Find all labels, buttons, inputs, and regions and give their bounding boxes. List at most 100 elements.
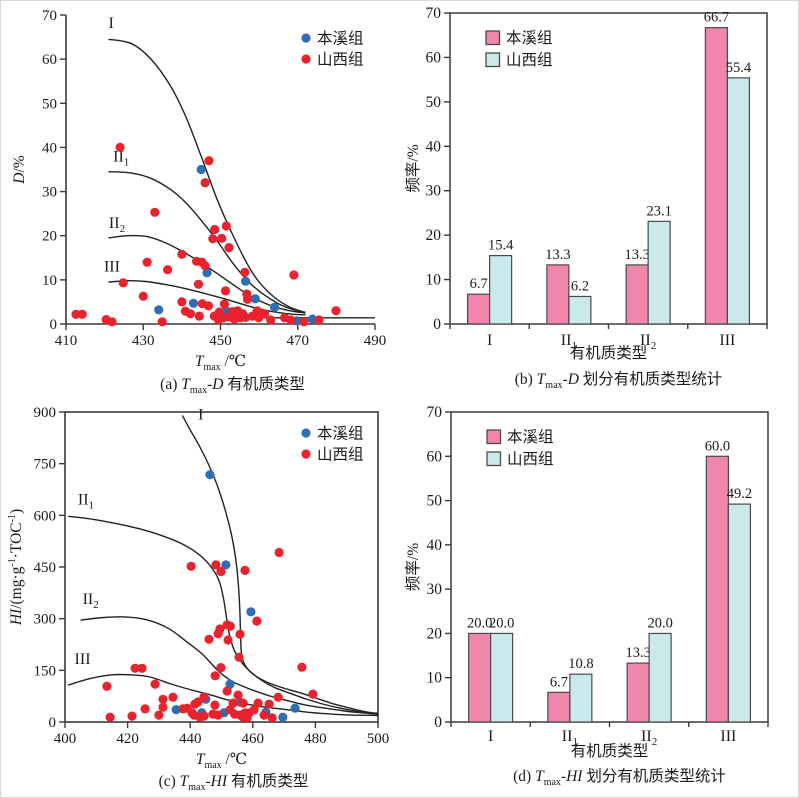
bar-山西组-II2 bbox=[647, 220, 671, 325]
bar-value-label: 10.8 bbox=[568, 656, 593, 672]
y-axis-label: 频率/% bbox=[404, 144, 422, 192]
scatter-point bbox=[157, 317, 167, 327]
scatter-point bbox=[140, 704, 150, 714]
legend-dot-icon bbox=[301, 33, 311, 43]
x-tick-label: 460 bbox=[242, 731, 265, 747]
bar-山西组-II2 bbox=[648, 632, 672, 723]
scatter-point bbox=[202, 268, 212, 278]
scatter-point bbox=[188, 298, 199, 308]
y-tick-label: 70 bbox=[426, 5, 442, 22]
curve-label-II1: II1 bbox=[78, 491, 94, 511]
curve-label-I: I bbox=[109, 15, 114, 32]
scatter-point bbox=[130, 663, 140, 673]
scatter-point bbox=[259, 309, 270, 319]
scatter-point bbox=[274, 547, 284, 558]
scatter-point bbox=[204, 634, 214, 644]
y-tick-label: 30 bbox=[427, 581, 443, 598]
bar-value-label: 6.7 bbox=[470, 276, 488, 292]
scatter-point bbox=[158, 702, 168, 712]
bar-value-label: 49.2 bbox=[727, 486, 752, 502]
scatter-point bbox=[216, 566, 226, 577]
bar-本溪组-II2 bbox=[626, 662, 650, 723]
category-label: I bbox=[488, 728, 493, 745]
y-tick-label: 0 bbox=[49, 715, 57, 731]
y-tick-label: 20 bbox=[426, 227, 442, 244]
curve-II1 bbox=[108, 171, 306, 314]
x-axis-label: 有机质类型 bbox=[570, 344, 648, 362]
scatter-point bbox=[154, 305, 164, 315]
scatter-point bbox=[199, 692, 209, 702]
x-tick-label: 490 bbox=[364, 333, 387, 349]
scatter-point bbox=[297, 662, 307, 672]
scatter-point bbox=[236, 313, 246, 323]
x-tick-label: 470 bbox=[287, 333, 310, 349]
y-tick-label: 50 bbox=[426, 94, 442, 111]
scatter-point bbox=[205, 470, 215, 480]
scatter-point bbox=[238, 698, 248, 708]
scatter-point bbox=[299, 317, 309, 327]
bar-value-label: 66.7 bbox=[704, 10, 729, 26]
scatter-point bbox=[115, 142, 125, 152]
scatter-point bbox=[223, 635, 233, 645]
legend-swatch-icon bbox=[485, 30, 501, 46]
scatter-point bbox=[210, 671, 220, 681]
scatter-point bbox=[118, 278, 128, 288]
bar-value-label: 13.3 bbox=[545, 247, 570, 263]
scatter-point bbox=[219, 299, 229, 309]
y-tick-label: 0 bbox=[50, 317, 58, 333]
x-tick-label: 450 bbox=[209, 333, 232, 349]
bar-本溪组-II1 bbox=[546, 264, 570, 325]
scatter-point bbox=[77, 309, 87, 319]
legend-dot-icon bbox=[301, 54, 311, 64]
x-tick-label: 400 bbox=[54, 731, 77, 747]
bar-value-label: 60.0 bbox=[705, 438, 730, 454]
curve-label-II2: II2 bbox=[109, 215, 125, 235]
panel-a-tmax-d-scatter: 0 10 20 30 40 50 60 70 410 430 450 470 490 D/% Tmax /℃… bbox=[0, 0, 400, 400]
scatter-point bbox=[211, 560, 221, 570]
scatter-point bbox=[308, 689, 318, 699]
scatter-point bbox=[200, 261, 210, 271]
scatter-point bbox=[242, 713, 252, 723]
x-tick-label: 420 bbox=[116, 731, 139, 747]
legend-label: 本溪组 bbox=[317, 425, 364, 443]
y-tick-label: 30 bbox=[426, 183, 442, 200]
scatter-point bbox=[331, 306, 341, 316]
bar-value-label: 13.3 bbox=[625, 645, 650, 661]
scatter-point bbox=[210, 224, 220, 235]
legend-swatch-icon bbox=[485, 52, 501, 68]
y-axis-label: D/% bbox=[11, 155, 28, 185]
y-tick-label: 10 bbox=[427, 670, 443, 687]
bar-value-label: 6.2 bbox=[571, 278, 589, 294]
legend-dot-icon bbox=[301, 449, 311, 459]
y-tick-label: 0 bbox=[434, 714, 442, 731]
panel-caption: (a) Tmax-D 有机质类型 bbox=[160, 375, 305, 396]
curve-label-II2: II2 bbox=[83, 591, 99, 611]
y-tick-label: 50 bbox=[42, 96, 57, 112]
bar-本溪组-II2 bbox=[625, 264, 649, 325]
legend-label: 山西组 bbox=[317, 446, 364, 464]
chart-svg-b: 0 10 20 30 40 50 60 70 I II1 II2 III 6.7 13.3 13.3 66.7… bbox=[404, 5, 768, 391]
x-tick-label: 480 bbox=[304, 731, 327, 747]
bar-山西组-III bbox=[726, 77, 750, 325]
scatter-point bbox=[246, 607, 256, 617]
y-tick-label: 10 bbox=[42, 273, 57, 289]
bar-value-label: 15.4 bbox=[488, 238, 514, 254]
y-tick-label: 150 bbox=[34, 663, 57, 679]
y-tick-label: 10 bbox=[426, 272, 442, 289]
scatter-point bbox=[224, 243, 234, 253]
y-tick-label: 70 bbox=[427, 404, 443, 421]
curve-III bbox=[67, 673, 379, 717]
panel-caption: (d) Tmax-HI 划分有机质类型统计 bbox=[513, 767, 726, 788]
scatter-point bbox=[154, 710, 164, 720]
panel-b-tmax-d-bars: 0 10 20 30 40 50 60 70 I II1 II2 III 6.7 13.3 13.3 66.7… bbox=[400, 0, 799, 400]
scatter-point bbox=[105, 712, 115, 722]
scatter-point bbox=[200, 178, 210, 188]
scatter-point bbox=[225, 621, 235, 631]
x-tick-label: 500 bbox=[367, 731, 390, 747]
scatter-point bbox=[137, 663, 147, 673]
curve-II2 bbox=[80, 616, 379, 715]
legend-label: 本溪组 bbox=[317, 30, 364, 48]
scatter-point bbox=[163, 265, 173, 275]
bar-value-label: 13.3 bbox=[624, 247, 649, 263]
